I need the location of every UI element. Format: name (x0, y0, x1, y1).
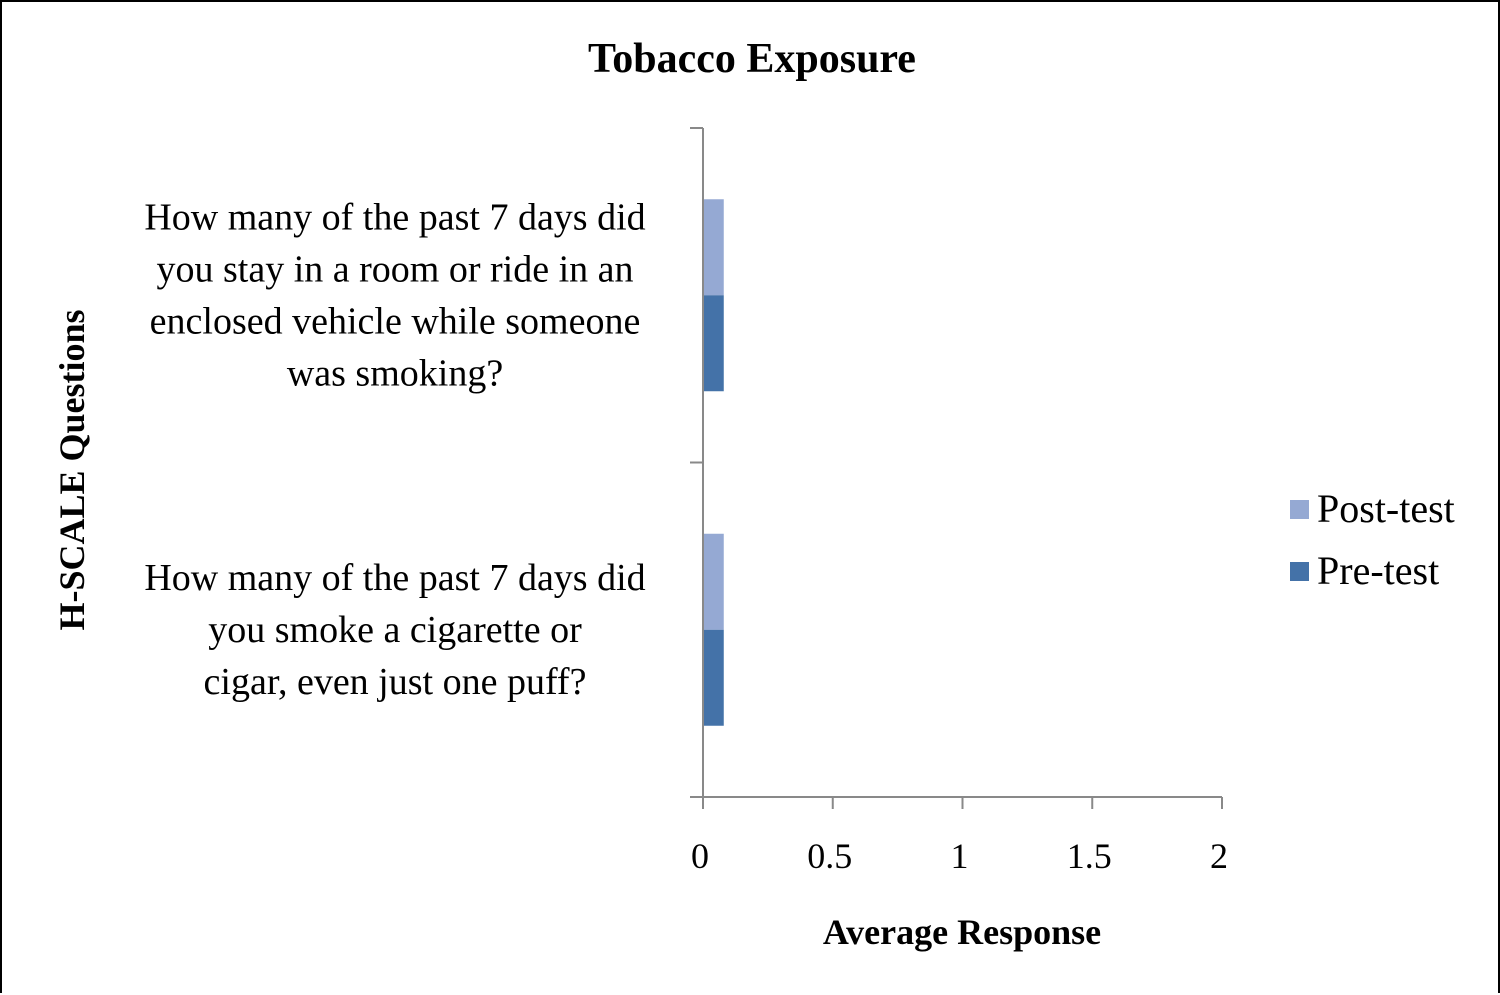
bar-post-test (704, 533, 724, 630)
x-tick-label: 0.5 (807, 836, 852, 876)
x-tick-label: 1.5 (1067, 836, 1112, 876)
legend-swatch (1290, 500, 1309, 519)
chart-title: Tobacco Exposure (588, 36, 916, 82)
category-label: was smoking? (287, 352, 503, 394)
bar-pre-test (704, 629, 724, 726)
bar-post-test (704, 199, 724, 296)
bar-pre-test (704, 295, 724, 392)
legend-swatch (1290, 562, 1309, 581)
category-label: cigar, even just one puff? (204, 661, 587, 703)
x-tick-label: 2 (1210, 836, 1228, 876)
category-label: enclosed vehicle while someone (150, 300, 641, 342)
x-tick-label: 1 (951, 836, 969, 876)
legend-label: Pre-test (1317, 548, 1439, 593)
category-label: How many of the past 7 days did (144, 557, 645, 599)
category-label: you smoke a cigarette or (208, 609, 582, 651)
category-label: you stay in a room or ride in an (156, 248, 633, 290)
y-axis-label: H-SCALE Questions (52, 309, 92, 630)
legend-label: Post-test (1317, 486, 1455, 531)
x-tick-label: 0 (691, 836, 709, 876)
category-label: How many of the past 7 days did (144, 196, 645, 238)
x-axis-label: Average Response (823, 912, 1101, 952)
